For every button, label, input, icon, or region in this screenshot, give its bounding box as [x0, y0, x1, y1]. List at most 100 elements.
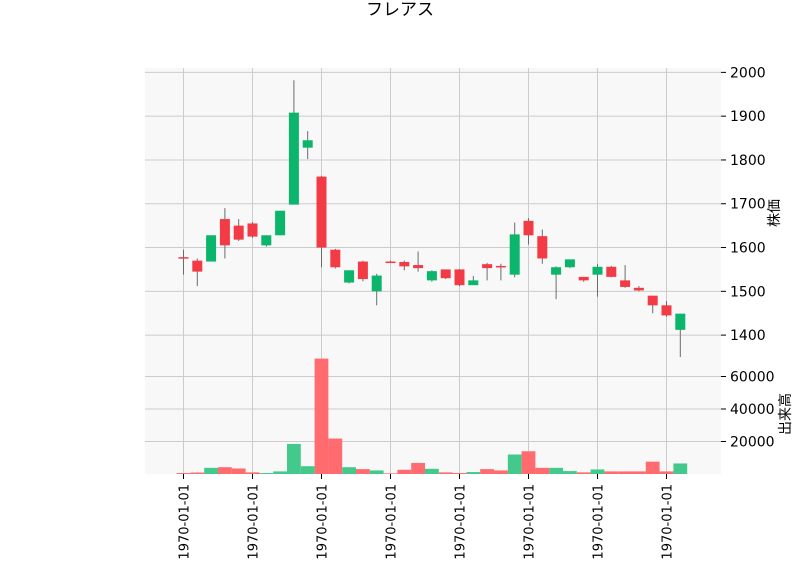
candle-body	[675, 313, 686, 330]
price-panel: 1400 1500 1600 1700 1800 1900 2000 株価	[145, 65, 783, 364]
volume-panel-background	[145, 357, 721, 474]
volume-bar	[632, 471, 646, 474]
price-tick-label: 1500	[730, 284, 766, 300]
volume-bar	[383, 473, 398, 474]
candle-body	[178, 257, 189, 259]
volume-bar	[397, 469, 412, 474]
x-tick-label: 1970-01-01	[592, 484, 607, 560]
candle-body	[468, 280, 479, 286]
chart-title: フレアス	[366, 0, 434, 20]
candle-body	[413, 265, 424, 269]
candle-body	[233, 225, 244, 240]
x-tick-label: 1970-01-01	[178, 484, 193, 560]
volume-bar	[535, 467, 550, 474]
candle-body	[606, 266, 617, 277]
volume-bar	[204, 467, 218, 474]
volume-bar	[245, 472, 260, 474]
candle-body	[440, 269, 451, 279]
volume-bar	[673, 463, 688, 474]
candle-body	[357, 261, 368, 280]
candle-body	[509, 234, 520, 275]
volume-bar	[356, 469, 370, 474]
candle-body	[620, 280, 631, 287]
candle-body	[192, 260, 203, 272]
volume-bar	[287, 443, 301, 474]
candle-body	[344, 270, 355, 283]
volume-bar	[218, 467, 232, 474]
volume-bar	[507, 454, 522, 474]
price-tick-label: 2000	[730, 65, 766, 81]
volume-bar	[521, 451, 536, 474]
price-panel-background	[145, 68, 721, 357]
volume-bar	[494, 470, 508, 474]
x-tick-label: 1970-01-01	[316, 484, 331, 560]
volume-bar	[300, 466, 315, 474]
candle-body	[316, 176, 327, 248]
candle-body	[261, 235, 272, 246]
candle-body	[399, 261, 410, 267]
price-tick-label: 1400	[730, 328, 766, 344]
volume-tick-label: 40000	[730, 402, 775, 418]
volume-bars	[176, 358, 688, 474]
candle-body	[247, 223, 258, 237]
candle-body	[302, 140, 313, 148]
price-axis-label: 株価	[767, 199, 783, 227]
price-axis-ticks: 1400 1500 1600 1700 1800 1900 2000	[721, 65, 766, 344]
x-tick-label: 1970-01-01	[247, 484, 262, 560]
price-tick-label: 1700	[730, 197, 766, 213]
volume-bar	[590, 469, 605, 474]
x-tick-label: 1970-01-01	[523, 484, 538, 560]
volume-bar	[618, 471, 632, 474]
candle-body	[219, 219, 230, 246]
volume-bar	[369, 470, 384, 474]
candle-body	[564, 259, 575, 268]
candle-body	[482, 264, 493, 269]
candle-body	[454, 269, 465, 286]
volume-bar	[328, 438, 343, 474]
price-tick-label: 1800	[730, 153, 766, 169]
candle-body	[275, 210, 286, 236]
x-tick-label: 1970-01-01	[454, 484, 469, 560]
candle-body	[385, 261, 396, 264]
candle-body	[633, 287, 644, 291]
volume-bar	[645, 461, 660, 474]
volume-bar	[604, 471, 619, 474]
volume-bar	[466, 472, 481, 474]
volume-bar	[231, 468, 246, 474]
volume-bar	[452, 473, 467, 474]
candle-body	[206, 235, 217, 262]
candle-body	[537, 236, 548, 259]
candle-body	[523, 220, 534, 236]
candle-body	[330, 249, 341, 268]
candle-body	[578, 276, 589, 281]
candles	[178, 80, 686, 364]
volume-bar	[190, 472, 205, 474]
x-tick-label: 1970-01-01	[385, 484, 400, 560]
volume-bar	[480, 469, 494, 474]
volume-bar	[411, 462, 425, 474]
price-grid	[145, 68, 721, 357]
volume-bar	[659, 471, 674, 474]
volume-axis-label: 出来高	[777, 393, 794, 435]
volume-tick-label: 20000	[730, 435, 775, 451]
x-axis-ticks: 1970-01-01 1970-01-01 1970-01-01 1970-01-01…	[178, 474, 676, 560]
volume-bar	[342, 467, 356, 474]
candle-body	[661, 305, 672, 316]
candle-body	[426, 271, 437, 281]
volume-panel: 20000 40000 60000 出来高	[145, 357, 794, 474]
volume-bar	[576, 472, 591, 474]
candle-body	[551, 267, 562, 275]
candle-body	[592, 266, 603, 275]
volume-bar	[438, 472, 453, 474]
price-tick-label: 1900	[730, 109, 766, 125]
candle-body	[495, 265, 506, 268]
volume-bar	[549, 467, 563, 474]
volume-bar	[425, 468, 439, 474]
volume-bar	[176, 473, 191, 474]
volume-tick-label: 60000	[730, 370, 775, 386]
candle-body	[647, 295, 658, 306]
price-tick-label: 1600	[730, 241, 766, 257]
volume-bar	[273, 471, 287, 474]
candle-body	[371, 275, 382, 292]
